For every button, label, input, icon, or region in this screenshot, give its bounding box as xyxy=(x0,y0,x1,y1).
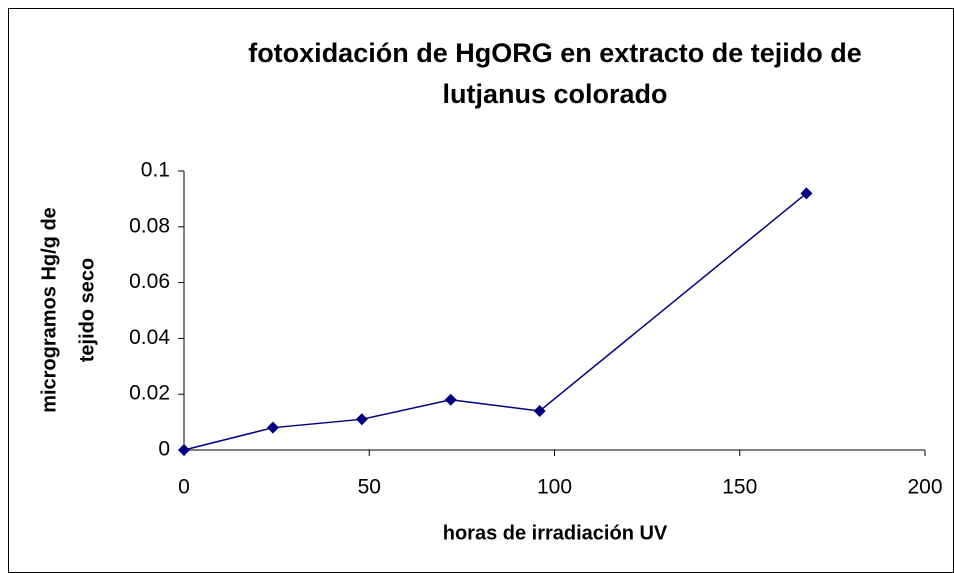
y-tick-label: 0 xyxy=(158,438,170,461)
data-point xyxy=(355,413,368,426)
y-tick-label: 0.1 xyxy=(141,159,170,182)
y-tick-label: 0.08 xyxy=(129,214,170,237)
data-point xyxy=(800,187,813,200)
x-tick-label: 50 xyxy=(358,476,381,499)
data-point xyxy=(266,421,279,434)
data-point xyxy=(178,444,190,456)
chart-frame xyxy=(8,8,954,573)
data-line xyxy=(183,192,807,451)
x-tick-label: 200 xyxy=(907,476,942,499)
data-point xyxy=(444,393,457,406)
x-axis-label: horas de irradiación UV xyxy=(443,522,668,544)
y-tick-label: 0.02 xyxy=(129,382,170,405)
y-axis-label-line: tejido seco xyxy=(76,258,98,362)
x-tick-label: 100 xyxy=(537,476,572,499)
x-tick-label: 150 xyxy=(722,476,757,499)
y-axis-label: microgramos Hg/g de tejido seco xyxy=(38,207,98,413)
chart-title: fotoxidación de HgORG en extracto de tej… xyxy=(248,38,862,68)
y-tick-label: 0.06 xyxy=(129,270,170,293)
x-tick-label: 0 xyxy=(178,476,190,499)
chart-title: lutjanus colorado xyxy=(442,79,667,109)
data-point xyxy=(533,404,546,417)
y-tick-label: 0.04 xyxy=(129,326,170,349)
y-axis-label-line: microgramos Hg/g de xyxy=(38,207,60,413)
